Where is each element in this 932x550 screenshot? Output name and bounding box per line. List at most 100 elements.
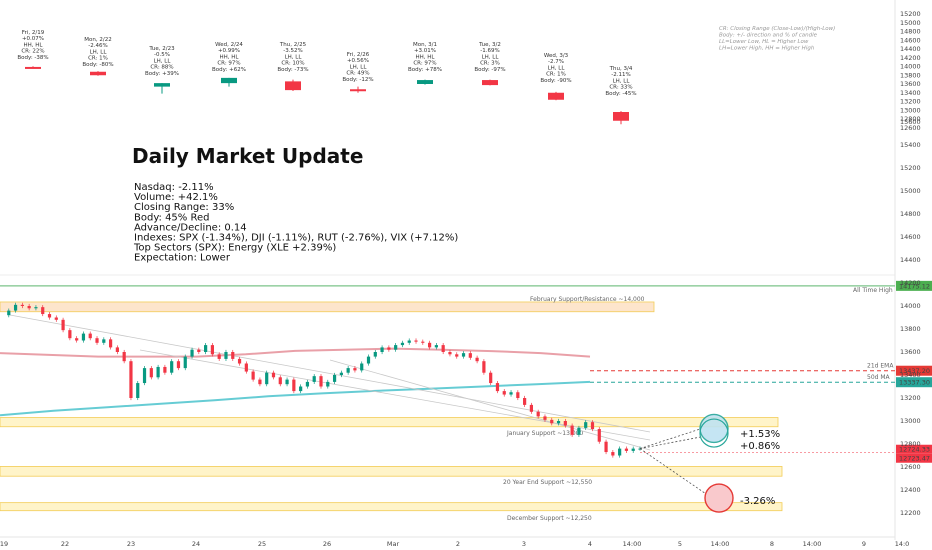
info-line: Advance/Decline: 0.14 <box>134 222 247 233</box>
daily-candle-body <box>417 80 433 84</box>
price-candle-body <box>136 383 140 398</box>
lower-price-tick: 15000 <box>900 187 921 195</box>
last-price-tag <box>896 453 932 463</box>
top-price-tick: 14000 <box>900 63 921 71</box>
daily-candle-label: +0.56% <box>347 58 369 64</box>
top-price-tick: 15200 <box>900 10 921 18</box>
info-line: Expectation: Lower <box>134 253 231 264</box>
price-candle-body <box>475 357 479 362</box>
daily-candle-label: Wed, 3/3 <box>544 53 569 59</box>
top-price-tick: 14600 <box>900 36 921 44</box>
price-candle-body <box>509 392 513 395</box>
price-candle-body <box>353 368 357 371</box>
price-candle-body <box>251 371 255 380</box>
top-price-tick: 14400 <box>900 45 921 53</box>
time-axis-label: 22 <box>61 540 69 548</box>
level-label: 21d EMA <box>867 363 894 370</box>
price-candle-body <box>624 448 629 451</box>
time-axis-label: 8 <box>770 540 774 548</box>
support-zones: February Support/Resistance ~14,000 Janua… <box>0 296 783 522</box>
price-candle-body <box>197 349 201 352</box>
daily-candle-label: Body: -97% <box>474 67 505 73</box>
legend-box: CR: Closing Range (Close-Low)/(High-Low)… <box>719 26 835 52</box>
time-axis-label: 14:00 <box>711 540 730 548</box>
price-candle-body <box>75 338 79 341</box>
level-label: All Time High <box>853 287 893 294</box>
price-candle-body <box>597 429 601 442</box>
price-candle-body <box>482 361 486 373</box>
time-axis-label: 14:0 <box>895 540 910 548</box>
price-candle-body <box>81 333 86 341</box>
price-candle-body <box>604 441 608 453</box>
price-candle-body <box>299 386 303 392</box>
daily-candle-label: -2.11% <box>611 72 630 78</box>
daily-candle-label: Body: -73% <box>277 67 308 73</box>
time-axis-label: 2 <box>456 540 460 548</box>
price-candle-body <box>54 317 58 320</box>
support-zone-label: January Support ~13,000 <box>506 430 583 437</box>
daily-candle-label: HH, HL <box>416 54 436 60</box>
price-candle-body <box>183 356 187 369</box>
time-axis-label: Mar <box>387 540 400 548</box>
level-price-tag <box>896 377 932 388</box>
price-candle-body <box>495 383 500 392</box>
daily-candle-label: Wed, 2/24 <box>215 42 243 48</box>
price-candle-body <box>34 307 38 309</box>
price-candle-body <box>271 372 276 378</box>
price-candle-body <box>224 352 228 359</box>
price-candle-body <box>631 448 635 451</box>
lower-price-tick: 13400 <box>900 371 921 379</box>
lower-price-tick: 12800 <box>900 440 921 448</box>
daily-candle-label: LH, LL <box>350 64 368 70</box>
price-candle-body <box>611 452 615 456</box>
time-axis-label: 3 <box>522 540 526 548</box>
projection-arrow <box>639 448 708 495</box>
daily-candle-label: HH, HL <box>24 42 44 48</box>
daily-candle-label: Body: +62% <box>212 67 246 73</box>
price-candle-body <box>278 377 282 385</box>
projection-label: -3.26% <box>740 496 775 507</box>
daily-candle-label: Thu, 3/4 <box>609 66 633 72</box>
top-price-tick: 13400 <box>900 89 921 97</box>
projection-label: +1.53% <box>740 429 780 440</box>
price-candle-body <box>170 361 174 373</box>
chart-title: Daily Market Update <box>132 144 363 168</box>
price-candle-body <box>618 448 622 456</box>
price-candle-body <box>61 319 65 331</box>
lower-price-tick: 12200 <box>900 509 921 517</box>
top-price-axis: 1520015000148001460014400142001400013800… <box>900 10 921 132</box>
daily-candle-label: CR: 3% <box>480 61 500 67</box>
price-candle-body <box>400 342 405 346</box>
daily-candle-label: Fri, 2/19 <box>22 30 45 36</box>
time-axis-label: 9 <box>862 540 866 548</box>
price-candle-body <box>570 425 574 435</box>
lower-price-tick: 14200 <box>900 279 921 287</box>
price-candle-body <box>502 391 506 395</box>
lower-price-axis: 15600 15400 15200 15000 14800 14600 14400 14200… <box>900 118 921 517</box>
lower-price-tick: 13000 <box>900 417 921 425</box>
lower-price-tick: 14400 <box>900 256 921 264</box>
daily-candle-label: CR: 33% <box>609 85 632 91</box>
lower-price-tick: 15400 <box>900 141 921 149</box>
projection-annotations: +1.53%+0.86% -3.26% <box>639 413 780 513</box>
price-candle-body <box>149 368 153 378</box>
price-candle-body <box>102 339 106 343</box>
price-candle-body <box>319 376 323 387</box>
moving-averages <box>0 347 591 417</box>
top-price-tick: 14200 <box>900 54 921 62</box>
trend-line <box>9 314 651 433</box>
daily-candle-label: Tue, 3/2 <box>478 42 501 48</box>
lower-price-tick: 12600 <box>900 463 921 471</box>
price-candle-body <box>638 448 642 450</box>
top-price-tick: 13800 <box>900 71 921 79</box>
price-candle-body <box>244 363 248 372</box>
legend-line: CR: Closing Range (Close-Low)/(High-Low) <box>719 26 835 32</box>
price-candle-body <box>516 392 520 398</box>
price-candle-body <box>441 345 445 352</box>
top-price-tick: 13000 <box>900 106 921 114</box>
daily-candle-label: CR: 10% <box>281 61 304 67</box>
daily-candle-body <box>350 89 366 92</box>
price-candle-body <box>217 354 221 359</box>
price-candle-body <box>577 427 581 435</box>
daily-candle-label: LH, LL <box>548 65 566 71</box>
